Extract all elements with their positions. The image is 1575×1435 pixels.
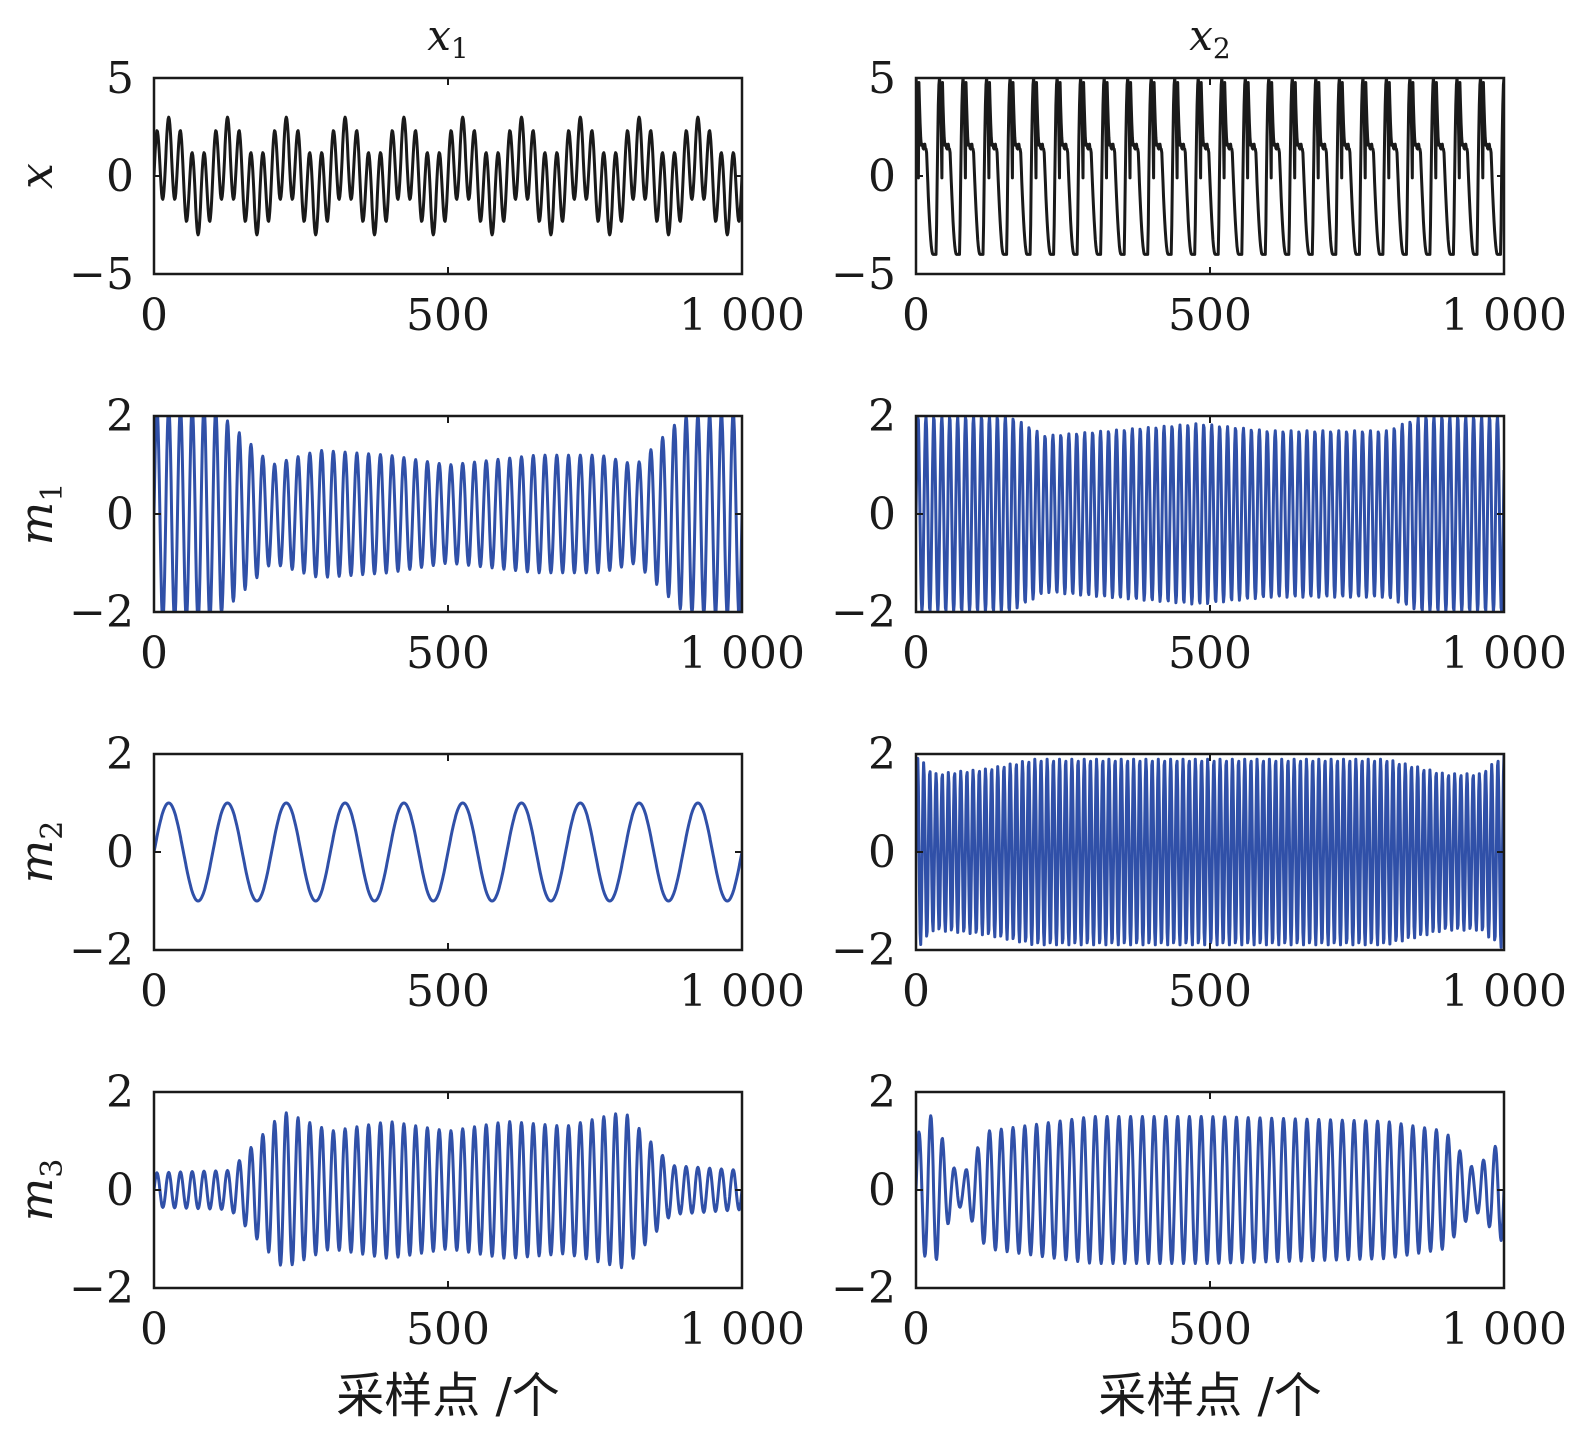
y-tick-label: 2 bbox=[868, 729, 896, 780]
series-line bbox=[154, 801, 742, 903]
series-line bbox=[916, 1114, 1504, 1265]
row-label: m2 bbox=[9, 821, 70, 884]
series-line bbox=[154, 115, 742, 237]
column-title-subscript: 1 bbox=[451, 32, 469, 65]
y-tick-label: 0 bbox=[106, 1165, 134, 1216]
y-tick-label: 2 bbox=[106, 729, 134, 780]
subplot: 20−20 500 1 000 bbox=[69, 391, 805, 679]
y-tick-label: 0 bbox=[868, 1165, 896, 1216]
x-tick-label: 500 bbox=[1168, 1304, 1252, 1355]
y-tick-label: −5 bbox=[831, 249, 896, 300]
row-label: x bbox=[9, 163, 63, 189]
x-tick-label: 500 bbox=[406, 966, 490, 1017]
y-tick-label: 0 bbox=[106, 827, 134, 878]
column-title-base: x bbox=[427, 11, 451, 60]
x-tick-label: 1 000 bbox=[679, 1304, 805, 1355]
y-tick-label: 0 bbox=[106, 489, 134, 540]
row-label-subscript: 3 bbox=[35, 1159, 70, 1178]
x-tick-label: 0 bbox=[902, 966, 930, 1017]
column-title-subscript: 2 bbox=[1213, 32, 1231, 65]
y-tick-label: −2 bbox=[831, 587, 896, 638]
column-title: x2 bbox=[1189, 11, 1231, 65]
y-tick-label: −2 bbox=[831, 1263, 896, 1314]
row-label: m1 bbox=[9, 483, 70, 546]
y-tick-label: 0 bbox=[106, 151, 134, 202]
x-tick-label: 1 000 bbox=[1441, 290, 1567, 341]
x-tick-label: 500 bbox=[406, 1304, 490, 1355]
y-tick-label: 2 bbox=[868, 1067, 896, 1118]
x-tick-label: 0 bbox=[902, 628, 930, 679]
y-tick-label: 2 bbox=[106, 391, 134, 442]
x-tick-label: 0 bbox=[140, 628, 168, 679]
row-label-base: m bbox=[9, 840, 63, 884]
y-tick-label: 0 bbox=[868, 151, 896, 202]
x-tick-label: 0 bbox=[140, 1304, 168, 1355]
y-tick-label: 2 bbox=[868, 391, 896, 442]
x-tick-label: 500 bbox=[406, 290, 490, 341]
x-axis-label: 采样点 /个 bbox=[336, 1368, 559, 1424]
row-label-subscript: 2 bbox=[35, 821, 70, 840]
x-tick-label: 1 000 bbox=[679, 966, 805, 1017]
y-tick-label: −2 bbox=[69, 925, 134, 976]
subplot: 50−50 500 1 000 bbox=[69, 53, 805, 341]
x-tick-label: 500 bbox=[1168, 290, 1252, 341]
x-tick-label: 0 bbox=[902, 1304, 930, 1355]
y-tick-label: −2 bbox=[69, 587, 134, 638]
series-line bbox=[916, 754, 1504, 949]
y-tick-label: 2 bbox=[106, 1067, 134, 1118]
x-axis-label: 采样点 /个 bbox=[1098, 1368, 1321, 1424]
y-tick-label: −5 bbox=[69, 249, 134, 300]
series-line bbox=[154, 1111, 742, 1270]
x-tick-label: 1 000 bbox=[1441, 628, 1567, 679]
x-tick-label: 1 000 bbox=[1441, 966, 1567, 1017]
x-tick-label: 0 bbox=[140, 290, 168, 341]
x-tick-label: 1 000 bbox=[679, 628, 805, 679]
x-tick-label: 0 bbox=[902, 290, 930, 341]
subplot: 20−20 500 1 000 bbox=[831, 729, 1567, 1017]
subplot: 20−20 500 1 000 bbox=[831, 391, 1567, 679]
y-tick-label: 5 bbox=[868, 53, 896, 104]
x-tick-label: 500 bbox=[1168, 628, 1252, 679]
y-tick-label: 0 bbox=[868, 489, 896, 540]
x-tick-label: 500 bbox=[1168, 966, 1252, 1017]
x-tick-label: 1 000 bbox=[679, 290, 805, 341]
y-tick-label: 0 bbox=[868, 827, 896, 878]
column-title: x1 bbox=[427, 11, 469, 65]
y-tick-label: 5 bbox=[106, 53, 134, 104]
column-title-base: x bbox=[1189, 11, 1213, 60]
subplot: 20−20 500 1 000 bbox=[831, 1067, 1567, 1355]
subplot: 20−20 500 1 000 bbox=[69, 1067, 805, 1355]
x-tick-label: 1 000 bbox=[1441, 1304, 1567, 1355]
x-tick-label: 0 bbox=[140, 966, 168, 1017]
row-label-subscript: 1 bbox=[35, 483, 70, 502]
row-label-base: x bbox=[9, 163, 63, 189]
series-line bbox=[916, 78, 1504, 256]
y-tick-label: −2 bbox=[831, 925, 896, 976]
x-tick-label: 500 bbox=[406, 628, 490, 679]
subplot: 20−20 500 1 000 bbox=[69, 729, 805, 1017]
subplot: 50−50 500 1 000 bbox=[831, 53, 1567, 341]
series-line bbox=[916, 416, 1504, 612]
row-label-base: m bbox=[9, 1178, 63, 1222]
y-tick-label: −2 bbox=[69, 1263, 134, 1314]
series-line bbox=[154, 416, 742, 612]
row-label: m3 bbox=[9, 1159, 70, 1222]
row-label-base: m bbox=[9, 502, 63, 546]
